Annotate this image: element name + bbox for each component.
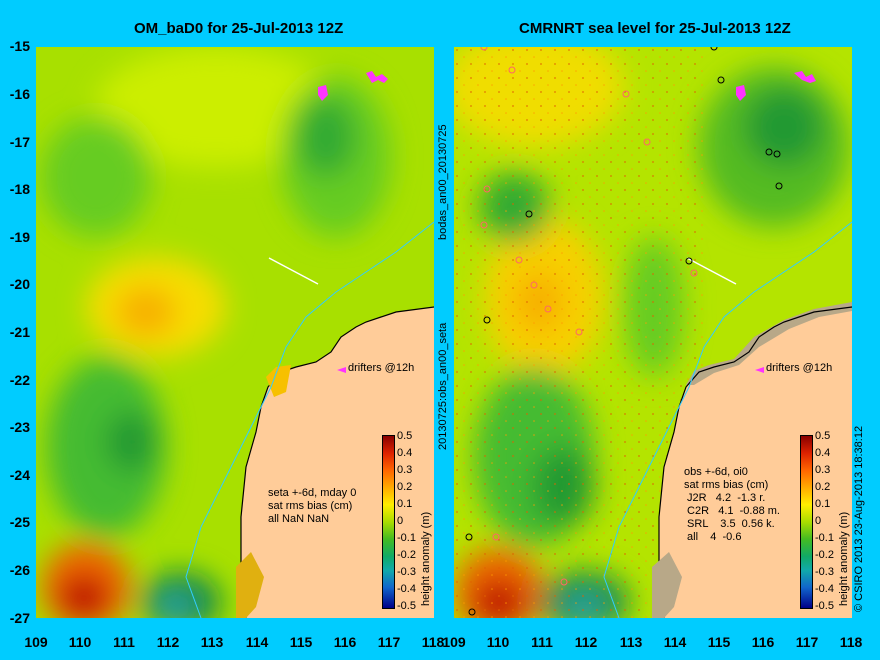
x-tick-label: 110 [68,634,92,650]
x-tick-label: 115 [707,634,731,650]
colorbar-tick: -0.1 [397,532,416,544]
colorbar-tick: 0 [815,515,822,527]
x-tick-label: 110 [486,634,510,650]
left-drifters-label: drifters @12h [348,362,415,374]
y-tick-label: -22 [9,372,30,388]
y-tick-label: -24 [9,467,30,483]
x-tick-label: 112 [156,634,180,650]
colorbar-tick: 0.4 [815,447,831,459]
y-tick-label: -15 [9,38,30,54]
colorbar-tick: 0.3 [815,464,831,476]
right-stats-text: obs +-6d, oi0 sat rms bias (cm) J2R 4.2 … [684,466,780,543]
x-tick-label: 116 [751,634,775,650]
y-tick-label: -26 [9,562,30,578]
colorbar-tick: 0.1 [815,498,831,510]
colorbar-tick: 0.2 [397,481,413,493]
x-tick-label: 113 [200,634,224,650]
x-tick-label: 109 [24,634,48,650]
right-colorbar [800,435,813,609]
copyright-label: © CSIRO 2013 23-Aug-2013 18:38:12 [853,425,865,612]
colorbar-tick: 0.1 [397,498,413,510]
colorbar-tick: 0.5 [815,430,831,442]
x-tick-label: 111 [113,634,135,650]
x-tick-label: 114 [245,634,269,650]
colorbar-tick: -0.2 [397,549,416,561]
colorbar-tick: 0 [397,515,404,527]
left-colorbar-label: height anomaly (m) [420,511,432,606]
y-tick-label: -18 [9,181,30,197]
colorbar-tick: -0.1 [815,532,834,544]
y-tick-label: -21 [9,324,30,340]
x-tick-label: 117 [795,634,819,650]
center-label-top: bodas_an00_20130725 [437,124,449,240]
left-stats-text: seta +-6d, mday 0 sat rms bias (cm) all … [268,487,357,525]
y-tick-label: -19 [9,229,30,245]
x-tick-label: 109 [442,634,466,650]
colorbar-tick: -0.3 [397,566,416,578]
y-tick-label: -20 [9,276,30,292]
colorbar-tick: 0.2 [815,481,831,493]
center-label-bottom: 20130725:obs_an00_seta [437,322,449,450]
left-colorbar [382,435,395,609]
x-tick-label: 115 [289,634,313,650]
x-tick-label: 118 [839,634,863,650]
y-tick-label: -25 [9,514,30,530]
right-map-panel [454,47,852,618]
x-tick-label: 116 [333,634,357,650]
x-tick-label: 118 [421,634,445,650]
colorbar-tick: -0.4 [397,583,416,595]
colorbar-tick: 0.4 [397,447,413,459]
y-tick-label: -23 [9,419,30,435]
left-map-panel [36,47,434,618]
colorbar-tick: -0.5 [397,600,416,612]
right-colorbar-label: height anomaly (m) [838,511,850,606]
colorbar-tick: 0.3 [397,464,413,476]
y-tick-label: -17 [9,134,30,150]
y-tick-label: -27 [9,610,30,626]
x-tick-label: 117 [377,634,401,650]
left-panel-title: OM_baD0 for 25-Jul-2013 12Z [134,20,344,37]
colorbar-tick: -0.2 [815,549,834,561]
x-tick-label: 113 [619,634,643,650]
y-tick-label: -16 [9,86,30,102]
colorbar-tick: -0.4 [815,583,834,595]
colorbar-tick: -0.5 [815,600,834,612]
right-panel-title: CMRNRT sea level for 25-Jul-2013 12Z [519,20,791,37]
colorbar-tick: 0.5 [397,430,413,442]
x-tick-label: 111 [531,634,553,650]
colorbar-tick: -0.3 [815,566,834,578]
x-tick-label: 112 [574,634,598,650]
right-drifters-label: drifters @12h [766,362,833,374]
x-tick-label: 114 [663,634,687,650]
